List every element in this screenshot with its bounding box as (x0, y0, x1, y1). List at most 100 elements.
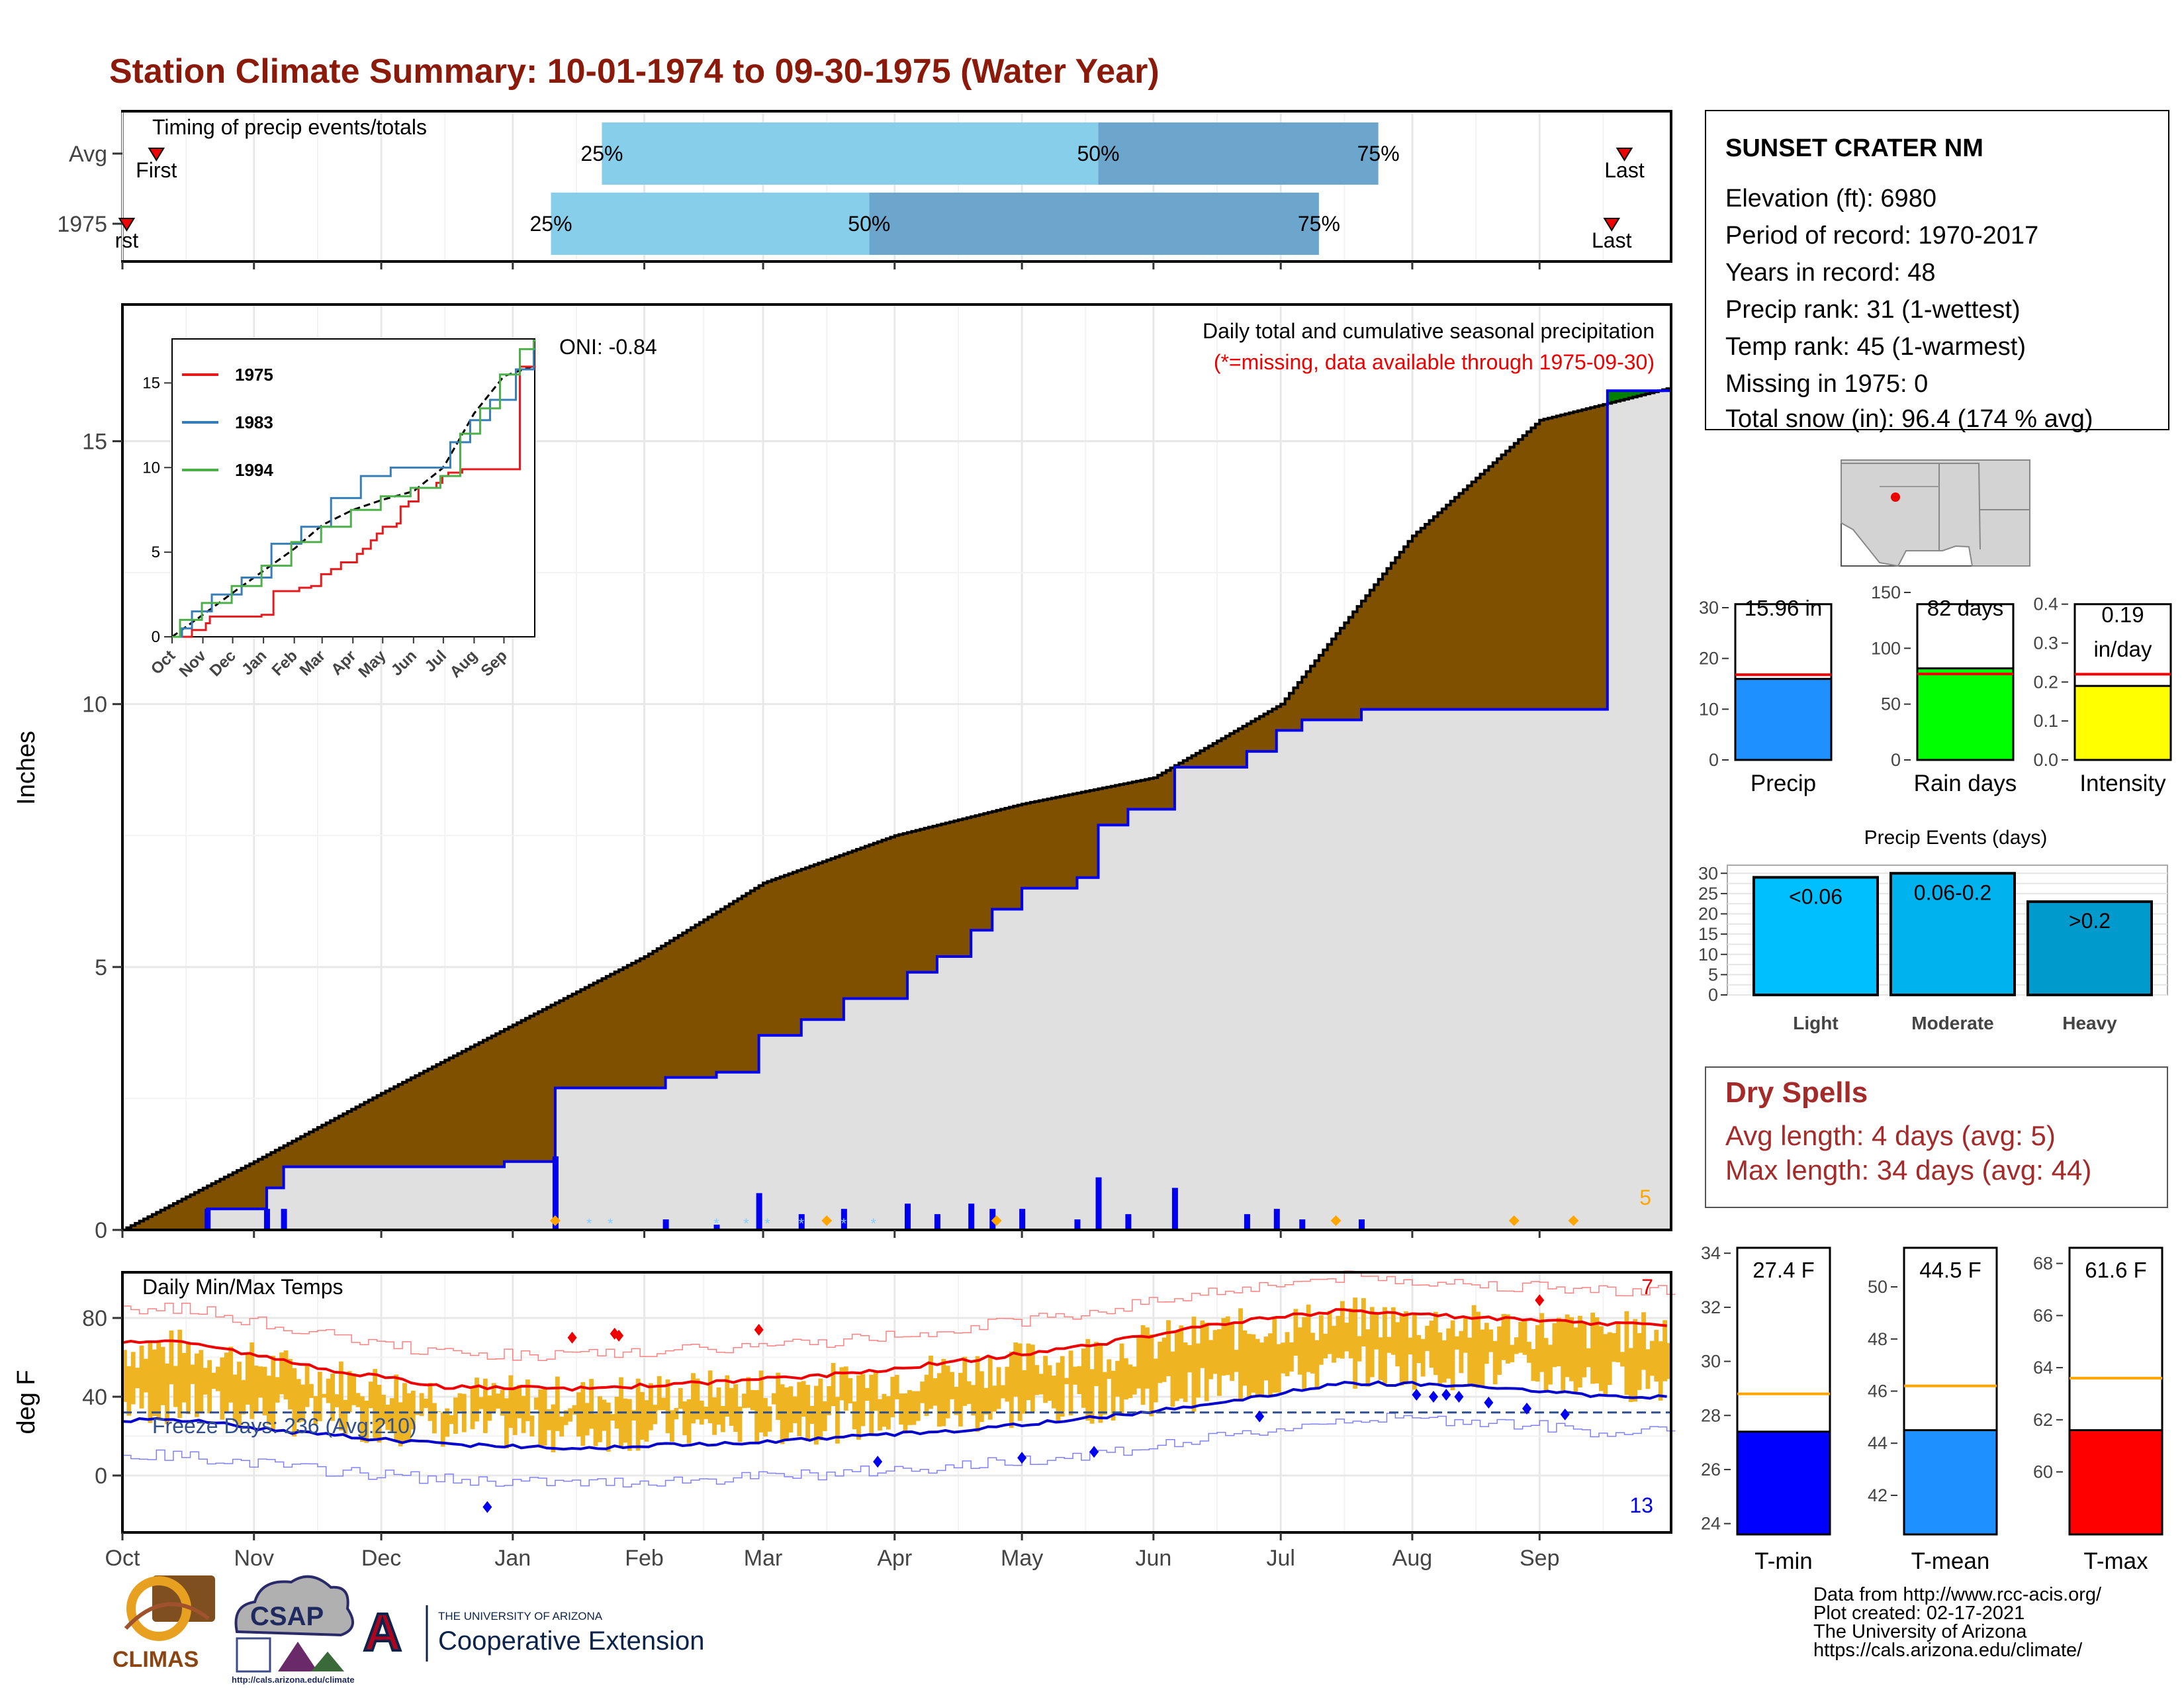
ua-extension-text: Cooperative Extension (438, 1626, 704, 1656)
deficit-band (500, 1031, 505, 1167)
mini-bar-value-label: 15.96 in (1745, 596, 1822, 620)
mini-bar-tick-label: 50 (1881, 694, 1901, 714)
inset-y-tick-label: 10 (142, 459, 160, 477)
daily-temp-bar (165, 1363, 169, 1425)
deficit-band (1293, 688, 1298, 731)
deficit-band (1459, 493, 1464, 710)
dry-spells-max: Max length: 34 days (avg: 44) (1725, 1154, 2091, 1186)
daily-temp-bar (1085, 1338, 1091, 1421)
daily-temp-bar (373, 1369, 378, 1438)
daily-temp-bar (737, 1406, 743, 1442)
temp-bar-tick-label: 28 (1701, 1405, 1721, 1425)
station-snow: Total snow (in): 96.4 (174 % avg) (1725, 405, 2093, 433)
footer-line-2: Plot created: 02-17-2021 (1813, 1603, 2025, 1624)
daily-temp-bar (1637, 1333, 1642, 1390)
daily-temp-bar (398, 1402, 403, 1446)
mini-bar-tick-label: 150 (1871, 583, 1901, 602)
deficit-band (788, 873, 794, 1036)
first-event-marker (118, 218, 136, 232)
daily-temp-bar (878, 1399, 882, 1431)
deficit-band (466, 1049, 471, 1167)
deficit-band (835, 857, 841, 1020)
daily-temp-bar (317, 1372, 322, 1421)
snow-diamond (821, 1215, 833, 1226)
deficit-band (1318, 655, 1324, 720)
deficit-band (330, 1120, 336, 1167)
daily-temp-bar (1281, 1342, 1286, 1374)
daily-temp-bar (661, 1397, 666, 1411)
last-event-marker (1615, 148, 1633, 162)
deficit-band (1022, 804, 1027, 888)
deficit-band (1510, 447, 1515, 710)
daily-temp-bar (1586, 1348, 1591, 1368)
deficit-band (954, 821, 959, 957)
daily-temp-bar (1573, 1327, 1578, 1392)
daily-temp-bar (835, 1397, 840, 1444)
deficit-band (933, 825, 938, 972)
deficit-band (903, 833, 908, 999)
deficit-band (1297, 682, 1302, 731)
daily-temp-bar (1123, 1358, 1128, 1400)
deficit-band (1336, 633, 1341, 720)
daily-temp-bar (237, 1362, 242, 1428)
csap-url: http://cals.arizona.edu/climate (232, 1675, 355, 1685)
deficit-band (1251, 721, 1256, 752)
daily-temp-bar (1221, 1317, 1226, 1376)
daily-temp-bar (1556, 1317, 1561, 1367)
deficit-band (1327, 644, 1332, 720)
temp-bar-tick-label: 60 (2033, 1462, 2053, 1482)
daily-temp-bar (1548, 1344, 1553, 1385)
timing-panel: 25% 50% 75% First Last Avg 25% 50% 75% rst Last 197… (57, 110, 1672, 269)
daily-temp-bar (1666, 1342, 1672, 1380)
daily-temp-bar (533, 1397, 539, 1410)
daily-temp-bar (1158, 1341, 1163, 1383)
station-name: SUNSET CRATER NM (1725, 134, 1983, 162)
daily-temp-bar (1662, 1320, 1667, 1382)
deficit-band (194, 1192, 199, 1230)
deficit-band (1577, 410, 1582, 710)
station-missing: Missing in 1975: 0 (1725, 370, 1928, 398)
daily-temp-bar (1302, 1317, 1307, 1389)
deficit-band (334, 1118, 340, 1167)
daily-temp-bar (1569, 1317, 1574, 1382)
snow-marker: * (764, 1215, 770, 1232)
timing-bar-50-75 (869, 193, 1319, 255)
month-label: Jan (494, 1546, 531, 1571)
daily-temp-bar (1056, 1362, 1061, 1424)
daily-temp-bar (326, 1378, 331, 1403)
daily-temp-bar (203, 1368, 208, 1395)
daily-temp-bar (610, 1414, 615, 1421)
daily-temp-bar (470, 1388, 475, 1429)
deficit-band (742, 896, 747, 1072)
deficit-band (631, 962, 637, 1088)
daily-temp-bar (1615, 1321, 1621, 1362)
station-temp-rank: Temp rank: 45 (1-warmest) (1725, 333, 2026, 361)
deficit-band (152, 1214, 157, 1230)
daily-temp-bar (1633, 1319, 1638, 1402)
deficit-band (1179, 763, 1184, 767)
deficit-band (1543, 419, 1549, 710)
daily-temp-bar (432, 1403, 437, 1434)
daily-precip-bar (1359, 1219, 1365, 1230)
deficit-band (279, 1148, 285, 1188)
inset-series-line (172, 340, 536, 638)
record-high-marker (1535, 1294, 1545, 1307)
deficit-band (1230, 733, 1235, 767)
deficit-band (1089, 790, 1095, 878)
deficit-band (296, 1139, 301, 1167)
precip-event-category: Moderate (1911, 1013, 1993, 1033)
daily-temp-bar (1089, 1369, 1095, 1424)
deficit-band (648, 953, 653, 1088)
month-label: Jun (1135, 1546, 1171, 1571)
deficit-band (1145, 779, 1150, 810)
daily-temp-bar (551, 1404, 556, 1452)
temp-panel: 0 40 80 Daily Min/Max Temps Freeze Days: 2… (13, 1270, 1676, 1571)
first-event-marker (148, 148, 165, 162)
deficit-band (1102, 788, 1107, 825)
deficit-band (572, 994, 577, 1088)
daily-temp-bar (1136, 1336, 1142, 1389)
deficit-band (589, 985, 594, 1088)
temp-bar-tick-label: 26 (1701, 1460, 1721, 1479)
deficit-band (682, 933, 688, 1078)
deficit-band (190, 1194, 195, 1230)
